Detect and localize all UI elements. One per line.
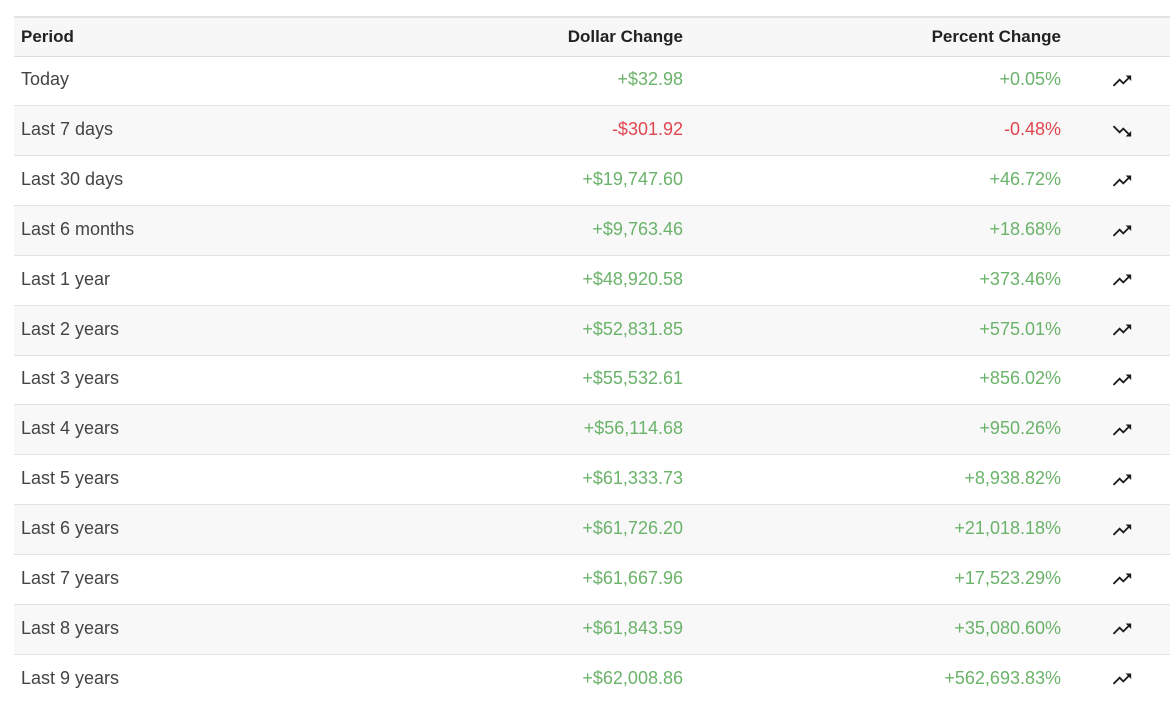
percent-change-cell: +950.26% [979,418,1061,439]
trending-down-icon [1108,120,1136,142]
table-row: Last 9 years +$62,008.86 +562,693.83% [14,654,1170,704]
table-row: Last 8 years +$61,843.59 +35,080.60% [14,604,1170,655]
dollar-change-cell: +$61,667.96 [582,567,683,588]
dollar-change-cell: +$61,333.73 [582,468,683,489]
period-cell: Last 5 years [21,468,120,489]
table-row: Today +$32.98 +0.05% [14,56,1170,106]
period-cell: Last 6 months [21,218,135,239]
table-row: Last 7 years +$61,667.96 +17,523.29% [14,554,1170,605]
trend-cell [1061,206,1170,256]
dollar-change-cell: +$55,532.61 [582,368,683,389]
trend-cell [1061,106,1170,156]
table-row: Last 6 months +$9,763.46 +18.68% [14,205,1170,256]
trending-up-icon [1108,618,1136,640]
period-cell: Last 4 years [21,418,120,439]
trend-cell [1061,654,1170,704]
percent-change-cell: +0.05% [999,69,1061,90]
trending-up-icon [1108,568,1136,590]
dollar-change-cell: +$52,831.85 [582,318,683,339]
table-row: Last 2 years +$52,831.85 +575.01% [14,305,1170,356]
trending-up-icon [1108,369,1136,391]
period-cell: Last 30 days [21,169,124,190]
table-header: Period Dollar Change Percent Change [14,17,1170,56]
percent-change-cell: +21,018.18% [954,518,1061,539]
period-cell: Last 7 days [21,119,114,140]
table-row: Last 6 years +$61,726.20 +21,018.18% [14,504,1170,555]
trend-cell [1061,255,1170,305]
trend-column-header [1061,17,1170,56]
period-cell: Last 1 year [21,268,111,289]
dollar-change-cell: +$61,843.59 [582,617,683,638]
period-column-header[interactable]: Period [21,26,74,46]
percent-change-column-header[interactable]: Percent Change [931,26,1061,46]
trending-up-icon [1108,519,1136,541]
table-row: Last 4 years +$56,114.68 +950.26% [14,404,1170,455]
percent-change-cell: +575.01% [979,318,1061,339]
trend-cell [1061,156,1170,206]
percent-change-cell: +562,693.83% [944,667,1061,688]
table-row: Last 30 days +$19,747.60 +46.72% [14,156,1170,206]
trend-cell [1061,355,1170,405]
period-cell: Last 3 years [21,368,120,389]
table-body: Today +$32.98 +0.05% Last 7 days -$301.92 -0.… [14,56,1170,704]
period-cell: Today [21,69,70,90]
trending-up-icon [1108,469,1136,491]
dollar-change-cell: +$48,920.58 [582,268,683,289]
dollar-change-cell: +$56,114.68 [583,418,683,439]
period-cell: Last 7 years [21,567,120,588]
period-cell: Last 9 years [21,667,120,688]
dollar-change-cell: +$61,726.20 [582,518,683,539]
trending-up-icon [1108,70,1136,92]
table-row: Last 3 years +$55,532.61 +856.02% [14,355,1170,405]
trend-cell [1061,305,1170,355]
trending-up-icon [1108,170,1136,192]
percent-change-cell: +46.72% [989,169,1061,190]
trend-cell [1061,604,1170,654]
table-row: Last 7 days -$301.92 -0.48% [14,105,1170,156]
percent-change-cell: +856.02% [979,368,1061,389]
trend-cell [1061,56,1170,106]
percent-change-cell: +373.46% [979,268,1061,289]
period-cell: Last 6 years [21,518,120,539]
dollar-change-column-header[interactable]: Dollar Change [567,26,683,46]
period-cell: Last 2 years [21,318,120,339]
dollar-change-cell: +$32.98 [617,69,683,90]
percent-change-cell: +18.68% [989,218,1061,239]
trend-cell [1061,554,1170,604]
period-cell: Last 8 years [21,617,120,638]
trending-up-icon [1108,319,1136,341]
trend-cell [1061,455,1170,505]
dollar-change-cell: -$301.92 [611,119,683,140]
table-header-row: Period Dollar Change Percent Change [14,17,1170,56]
percent-change-cell: +17,523.29% [954,567,1061,588]
price-change-table-container: Period Dollar Change Percent Change Toda… [14,16,1170,704]
dollar-change-cell: +$19,747.60 [582,169,683,190]
trending-up-icon [1108,668,1136,690]
table-row: Last 5 years +$61,333.73 +8,938.82% [14,455,1170,505]
dollar-change-cell: +$62,008.86 [582,667,683,688]
trend-cell [1061,505,1170,555]
trending-up-icon [1108,269,1136,291]
price-change-table: Period Dollar Change Percent Change Toda… [14,16,1170,704]
trending-up-icon [1108,419,1136,441]
table-row: Last 1 year +$48,920.58 +373.46% [14,255,1170,306]
trend-cell [1061,405,1170,455]
dollar-change-cell: +$9,763.46 [592,218,683,239]
trending-up-icon [1108,220,1136,242]
percent-change-cell: -0.48% [1003,119,1061,140]
percent-change-cell: +35,080.60% [954,617,1061,638]
percent-change-cell: +8,938.82% [964,468,1061,489]
